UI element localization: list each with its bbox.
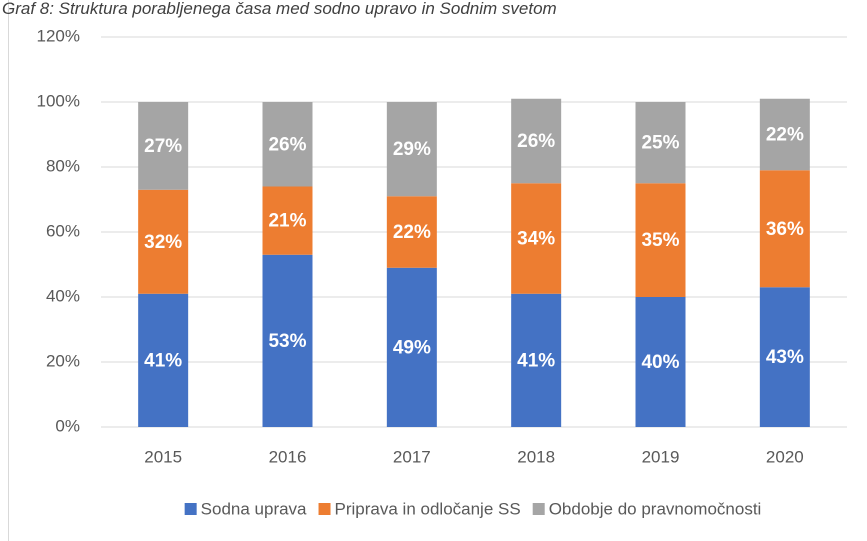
value-label: 22% [766, 125, 804, 146]
legend-label: Sodna uprava [201, 499, 307, 518]
bar-segment [386, 196, 437, 268]
x-tick-label: 2015 [144, 447, 182, 466]
y-tick-label: 100% [37, 91, 80, 110]
x-tick-label: 2020 [766, 447, 804, 466]
bar-segment [635, 183, 686, 297]
value-label: 26% [268, 134, 306, 155]
legend-label: Obdobje do pravnomočnosti [549, 499, 762, 518]
x-tick-label: 2019 [642, 447, 680, 466]
bar-segment [759, 287, 810, 427]
x-tick-label: 2016 [269, 447, 307, 466]
x-tick-label: 2018 [517, 447, 555, 466]
value-label: 34% [517, 229, 555, 250]
bar-segment [635, 297, 686, 427]
y-tick-label: 120% [37, 26, 80, 45]
bar-segment [386, 102, 437, 197]
bar-segment [759, 98, 810, 171]
value-label: 29% [393, 139, 431, 160]
chart-title: Graf 8: Struktura porabljenega časa med … [2, 0, 557, 18]
value-label: 40% [641, 352, 679, 373]
bar-segment [262, 102, 313, 187]
bar-segment [635, 102, 686, 184]
value-label: 22% [393, 222, 431, 243]
bar-segment [386, 267, 437, 427]
bar-segment [138, 293, 189, 427]
value-label: 35% [641, 230, 679, 251]
legend-swatch [184, 503, 197, 515]
value-label: 53% [268, 331, 306, 352]
value-label: 26% [517, 131, 555, 152]
x-tick-label: 2017 [393, 447, 431, 466]
y-tick-label: 80% [46, 156, 80, 175]
value-label: 41% [517, 350, 555, 371]
bar-segment [511, 293, 562, 427]
y-tick-label: 60% [46, 221, 80, 240]
y-tick-label: 20% [46, 351, 80, 370]
bar-segment [511, 98, 562, 184]
value-label: 21% [268, 211, 306, 232]
value-label: 43% [766, 347, 804, 368]
value-label: 49% [393, 337, 431, 358]
bar-segment [511, 183, 562, 294]
value-label: 25% [641, 133, 679, 154]
bar-segment [138, 102, 189, 190]
bar-segment [759, 170, 810, 288]
value-label: 41% [144, 350, 182, 371]
value-label: 32% [144, 232, 182, 253]
bar-segment [262, 186, 313, 255]
y-tick-label: 40% [46, 286, 80, 305]
legend-label: Priprava in odločanje SS [335, 499, 521, 518]
legend-swatch [318, 503, 331, 515]
value-label: 36% [766, 219, 804, 240]
legend-swatch [532, 503, 545, 515]
value-label: 27% [144, 136, 182, 157]
bar-segment [138, 189, 189, 294]
y-tick-label: 0% [55, 416, 80, 435]
bar-segment [262, 254, 313, 427]
